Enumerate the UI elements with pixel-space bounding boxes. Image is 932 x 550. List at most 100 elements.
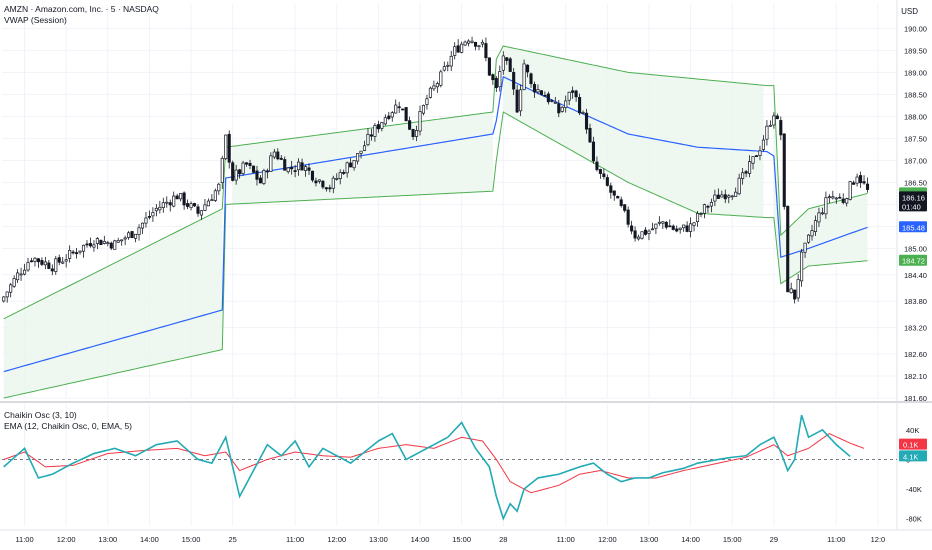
candle-body[interactable] — [345, 162, 349, 174]
candle-body[interactable] — [737, 177, 741, 195]
candle-body[interactable] — [449, 55, 453, 67]
candle-body[interactable] — [199, 210, 204, 216]
candle-body[interactable] — [567, 91, 571, 101]
candle-body[interactable] — [532, 84, 537, 93]
candle-body[interactable] — [47, 262, 51, 269]
candle-body[interactable] — [453, 46, 457, 56]
candle-body[interactable] — [654, 223, 658, 229]
candle-body[interactable] — [272, 151, 276, 158]
candle-body[interactable] — [501, 55, 505, 71]
candle-body[interactable] — [151, 212, 155, 217]
candle-body[interactable] — [838, 196, 842, 199]
candle-body[interactable] — [765, 125, 769, 140]
candle-body[interactable] — [172, 195, 176, 207]
candle-body[interactable] — [224, 134, 228, 160]
candle-body[interactable] — [81, 244, 86, 252]
candle-body[interactable] — [359, 150, 363, 154]
candle-body[interactable] — [810, 230, 814, 237]
candle-body[interactable] — [637, 236, 641, 240]
candle-body[interactable] — [186, 203, 190, 207]
candle-body[interactable] — [26, 262, 30, 271]
candle-body[interactable] — [786, 205, 790, 293]
candle-body[interactable] — [862, 181, 866, 184]
vwap-badge[interactable]: 185.48 — [902, 223, 925, 232]
candle-body[interactable] — [859, 175, 863, 184]
candle-body[interactable] — [741, 172, 745, 179]
candle-body[interactable] — [671, 225, 675, 230]
candle-body[interactable] — [22, 269, 27, 275]
candle-body[interactable] — [286, 167, 290, 173]
candle-body[interactable] — [307, 167, 311, 171]
candle-body[interactable] — [813, 220, 818, 232]
candle-body[interactable] — [404, 107, 408, 122]
candle-body[interactable] — [71, 251, 75, 254]
candle-body[interactable] — [394, 104, 398, 114]
candle-body[interactable] — [92, 244, 96, 248]
candle-body[interactable] — [463, 41, 467, 46]
candle-body[interactable] — [147, 216, 151, 218]
currency-unit[interactable]: USD — [901, 7, 918, 16]
candle-body[interactable] — [761, 139, 765, 150]
candle-body[interactable] — [439, 71, 443, 86]
candle-body[interactable] — [536, 89, 540, 93]
candle-body[interactable] — [33, 257, 37, 262]
last-price-badge[interactable]: 186.16 — [902, 193, 925, 202]
candle-body[interactable] — [546, 93, 550, 103]
candle-body[interactable] — [217, 183, 221, 192]
candle-body[interactable] — [293, 170, 297, 172]
chaikin-value-badge[interactable]: 4.1K — [903, 452, 918, 461]
candle-body[interactable] — [668, 225, 672, 228]
candle-body[interactable] — [543, 94, 547, 97]
candle-body[interactable] — [498, 71, 502, 88]
candle-body[interactable] — [16, 272, 20, 281]
candle-body[interactable] — [9, 284, 13, 293]
candle-body[interactable] — [734, 191, 738, 197]
candle-body[interactable] — [758, 150, 762, 156]
candle-body[interactable] — [5, 291, 9, 298]
candle-body[interactable] — [297, 161, 301, 171]
candle-body[interactable] — [227, 133, 231, 163]
candle-body[interactable] — [841, 198, 845, 203]
candle-body[interactable] — [650, 228, 654, 231]
candle-body[interactable] — [203, 204, 207, 211]
candle-body[interactable] — [387, 115, 391, 119]
candle-body[interactable] — [269, 155, 273, 172]
candle-body[interactable] — [539, 90, 543, 95]
candle-body[interactable] — [165, 201, 169, 204]
candle-body[interactable] — [800, 251, 804, 282]
candle-body[interactable] — [376, 124, 380, 130]
candle-body[interactable] — [283, 159, 287, 171]
candle-body[interactable] — [806, 234, 811, 243]
candle-body[interactable] — [526, 64, 530, 73]
candle-body[interactable] — [519, 89, 523, 112]
candle-body[interactable] — [578, 97, 582, 114]
candle-body[interactable] — [130, 231, 134, 239]
candle-body[interactable] — [661, 221, 665, 224]
candle-body[interactable] — [425, 98, 429, 105]
candle-body[interactable] — [262, 170, 266, 184]
candle-body[interactable] — [689, 223, 693, 232]
candle-body[interactable] — [411, 129, 415, 138]
candle-body[interactable] — [487, 57, 491, 76]
candle-body[interactable] — [640, 231, 644, 239]
candle-body[interactable] — [418, 111, 422, 132]
candle-body[interactable] — [75, 252, 79, 255]
candle-body[interactable] — [154, 207, 158, 212]
candle-body[interactable] — [768, 124, 772, 127]
candle-body[interactable] — [57, 257, 61, 263]
candle-body[interactable] — [619, 199, 623, 206]
candle-body[interactable] — [196, 206, 200, 214]
candle-body[interactable] — [123, 237, 127, 240]
candle-body[interactable] — [331, 177, 335, 189]
candle-body[interactable] — [435, 83, 439, 88]
candle-body[interactable] — [189, 203, 193, 209]
candle-body[interactable] — [560, 106, 564, 112]
candle-body[interactable] — [314, 180, 318, 184]
candle-body[interactable] — [491, 74, 495, 81]
candle-body[interactable] — [99, 239, 103, 246]
candle-body[interactable] — [855, 176, 859, 184]
candle-body[interactable] — [591, 141, 596, 162]
candle-body[interactable] — [709, 202, 713, 207]
candle-body[interactable] — [845, 198, 849, 204]
candle-body[interactable] — [789, 288, 793, 294]
